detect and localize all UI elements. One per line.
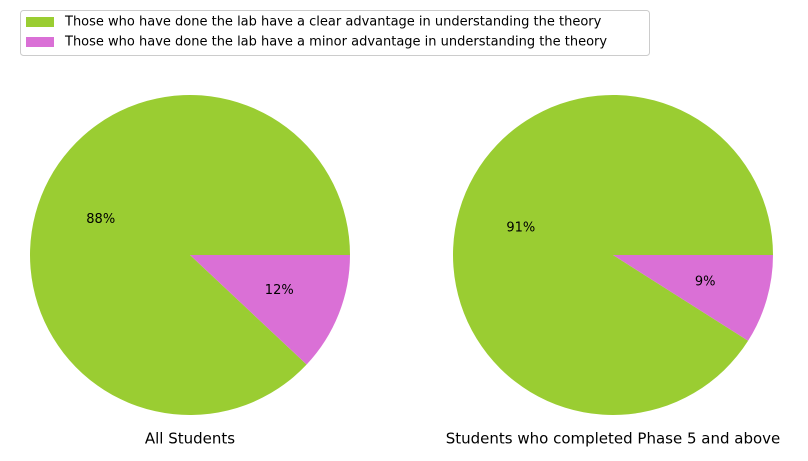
chart-title: Students who completed Phase 5 and above xyxy=(446,430,781,448)
slice-label: 88% xyxy=(86,212,115,227)
legend-label: Those who have done the lab have a minor… xyxy=(64,35,607,50)
legend-label: Those who have done the lab have a clear… xyxy=(64,15,602,30)
legend-swatch xyxy=(26,37,54,47)
pie-slice xyxy=(453,95,773,416)
pie-slice xyxy=(613,255,773,341)
slice-label: 91% xyxy=(506,221,535,236)
chart-title: All Students xyxy=(145,430,235,448)
legend-box xyxy=(20,10,650,56)
slice-label: 12% xyxy=(265,283,294,298)
legend-swatch xyxy=(26,17,54,27)
pie-slice xyxy=(190,255,350,365)
slice-label: 9% xyxy=(695,274,716,289)
